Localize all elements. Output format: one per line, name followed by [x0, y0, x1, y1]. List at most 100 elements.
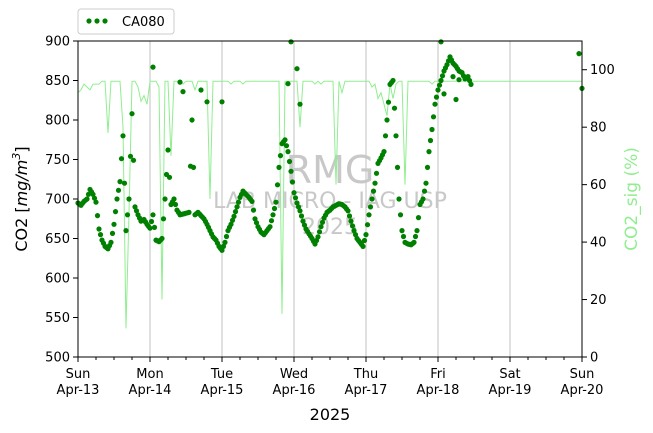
- ca080-point: [106, 243, 113, 249]
- ca080-point: [388, 79, 395, 86]
- y-tick-label-0: 500: [45, 351, 70, 366]
- ca080-point: [441, 91, 447, 97]
- x-tick-label-date-5: Apr-18: [417, 383, 460, 398]
- ca080-point: [180, 89, 186, 95]
- ca080-point: [219, 99, 225, 105]
- ca080-point: [285, 81, 291, 87]
- ca080-point: [166, 174, 173, 180]
- y2-tick-label-2: 40: [590, 236, 607, 251]
- ca080-point: [126, 196, 132, 202]
- ca080-point: [234, 204, 240, 210]
- y-tick-label-3: 650: [45, 232, 70, 247]
- ca080-point: [450, 74, 456, 80]
- ca080-point: [273, 199, 279, 205]
- ca080-point: [198, 87, 204, 93]
- x-tick-label-day-3: Wed: [280, 367, 308, 382]
- ca080-point: [319, 219, 326, 225]
- ca080-point: [367, 204, 374, 210]
- x-tick-label-date-1: Apr-14: [129, 383, 172, 398]
- ca080-point: [148, 218, 155, 225]
- ca080-point: [276, 164, 282, 170]
- ca080-point: [229, 217, 236, 223]
- ca080-point: [426, 149, 432, 155]
- ca080-point: [376, 158, 383, 164]
- ca080-point: [369, 196, 375, 202]
- ca080-point: [109, 230, 116, 236]
- ca080-point: [97, 232, 104, 238]
- ca080-point: [235, 199, 242, 205]
- ca080-point: [271, 205, 278, 212]
- ca080-point: [439, 73, 446, 79]
- y-axis-right-label: CO2_sig (%): [622, 147, 642, 251]
- ca080-point: [468, 81, 474, 87]
- ca080-point: [220, 243, 227, 249]
- ca080-point: [232, 209, 239, 215]
- ca080-point: [177, 79, 183, 85]
- ca080-point: [150, 212, 156, 218]
- ca080-point: [294, 66, 300, 72]
- ca080-point: [115, 187, 122, 193]
- y-tick-label-1: 550: [45, 311, 70, 326]
- ca080-point: [253, 220, 260, 226]
- ca080-point: [393, 133, 399, 139]
- ca080-point: [361, 237, 368, 244]
- ca080-point: [214, 240, 221, 246]
- ca080-point: [373, 170, 380, 176]
- x-tick-label-day-6: Sat: [499, 367, 520, 382]
- x-tick-label-day-1: Mon: [136, 367, 163, 382]
- x-tick-label-date-6: Apr-19: [489, 383, 532, 398]
- y2-tick-label-1: 20: [590, 293, 607, 308]
- ca080-point: [436, 82, 443, 88]
- y-axis-label-sup: 3: [10, 153, 23, 160]
- ca080-point: [145, 223, 152, 229]
- ca080-point: [384, 117, 390, 123]
- ca080-point: [456, 77, 462, 83]
- ca080-point: [262, 230, 269, 236]
- ca080-point: [111, 221, 117, 227]
- ca080-point: [438, 39, 444, 45]
- y-tick-label-7: 850: [45, 74, 70, 89]
- ca080-point: [385, 99, 392, 105]
- x-tick-label-day-7: Sun: [570, 367, 595, 382]
- ca080-point: [415, 215, 422, 221]
- ca080-point: [247, 196, 254, 202]
- ca080-point: [348, 218, 354, 224]
- ca080-point: [252, 216, 258, 222]
- ca080-point: [208, 231, 215, 237]
- ca080-point: [466, 77, 473, 84]
- ca080-point: [189, 117, 195, 123]
- ca080-point: [451, 62, 458, 68]
- ca080-point: [355, 237, 362, 244]
- ca080-point: [93, 199, 99, 205]
- ca080-point: [190, 164, 197, 170]
- ca080-point: [268, 218, 275, 224]
- co2-sig-line: [77, 80, 582, 329]
- ca080-point: [343, 206, 350, 212]
- y-axis-label: CO2 [mg/m3]: [10, 146, 31, 251]
- ca080-point: [132, 204, 138, 210]
- ca080-point: [438, 77, 444, 84]
- ca080-point: [265, 226, 272, 232]
- ca080-point: [421, 188, 428, 194]
- y2-tick-label-5: 100: [590, 63, 615, 78]
- x-tick-label-day-0: Sun: [66, 367, 91, 382]
- y2-tick-label-3: 60: [590, 178, 607, 193]
- y-axis-label-main: CO2 [: [12, 206, 31, 251]
- ca080-point: [294, 200, 300, 206]
- ca080-point: [160, 216, 167, 222]
- ca080-point: [448, 57, 455, 63]
- legend-marker-1: [86, 18, 92, 24]
- ca080-point: [117, 179, 123, 185]
- ca080-point: [205, 224, 212, 230]
- ca080-point: [304, 228, 311, 234]
- ca080-point: [151, 224, 158, 230]
- ca080-point: [120, 133, 126, 139]
- x-axis-label: 2025: [310, 405, 351, 424]
- ca080-point: [274, 182, 281, 188]
- x-tick-label-date-7: Apr-20: [561, 383, 604, 398]
- ca080-point: [576, 51, 582, 57]
- legend-marker-2: [94, 18, 100, 24]
- ca080-point: [322, 212, 329, 218]
- ca080-point: [453, 96, 459, 103]
- ca080-point: [118, 156, 125, 162]
